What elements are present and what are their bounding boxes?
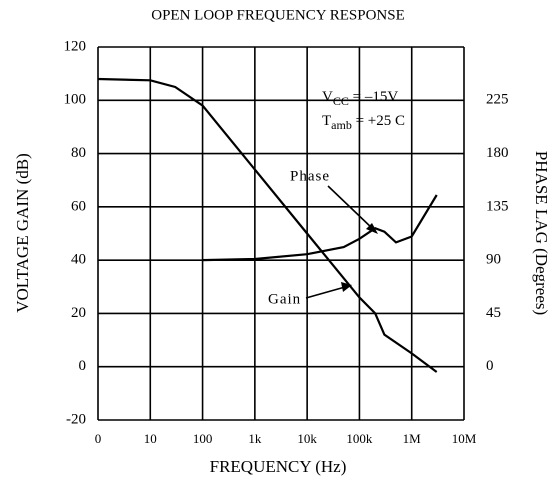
- x-tick-label: 10: [144, 431, 157, 446]
- x-tick-label: 100k: [346, 431, 373, 446]
- y-tick-label: 60: [71, 198, 86, 214]
- annotation-text: T: [322, 113, 331, 129]
- y2-axis-label: PHASE LAG (Degrees): [532, 151, 551, 315]
- y2-tick-label: 0: [486, 358, 494, 374]
- annotation-text: = +25 C: [352, 113, 405, 129]
- series-label: Phase: [290, 168, 330, 184]
- y-tick-label: 100: [64, 92, 87, 108]
- y2-tick-label: 135: [486, 198, 509, 214]
- annotation-text: = –15V: [349, 89, 398, 105]
- x-tick-label: 1k: [248, 431, 262, 446]
- y-tick-label: 20: [71, 305, 86, 321]
- x-axis-label: FREQUENCY (Hz): [210, 457, 347, 476]
- annotation-text: amb: [331, 118, 352, 132]
- y-tick-label: 40: [71, 252, 86, 268]
- chart-title: OPEN LOOP FREQUENCY RESPONSE: [151, 7, 405, 23]
- series-line: [202, 194, 438, 262]
- series-line: [97, 77, 438, 373]
- y-tick-label: 0: [79, 358, 87, 374]
- arrow: [327, 185, 375, 231]
- x-tick-label: 10M: [452, 431, 477, 446]
- y-axis-label: VOLTAGE GAIN (dB): [13, 153, 32, 313]
- annotation: Tamb = +25 C: [322, 113, 405, 131]
- y-tick-label: -20: [66, 411, 86, 427]
- x-tick-label: 0: [95, 431, 102, 446]
- arrow-head: [366, 223, 378, 234]
- series-label: Gain: [268, 291, 301, 307]
- y-tick-label: 120: [64, 38, 87, 54]
- arrow: [305, 286, 346, 299]
- x-tick-label: 1M: [403, 431, 422, 446]
- annotation-text: V: [322, 89, 333, 105]
- x-tick-label: 100: [193, 431, 213, 446]
- y2-tick-label: 45: [486, 305, 501, 321]
- y2-tick-label: 90: [486, 252, 501, 268]
- y2-tick-label: 180: [486, 145, 509, 161]
- y2-tick-label: 225: [486, 92, 509, 108]
- x-tick-label: 10k: [297, 431, 317, 446]
- y-tick-label: 80: [71, 145, 86, 161]
